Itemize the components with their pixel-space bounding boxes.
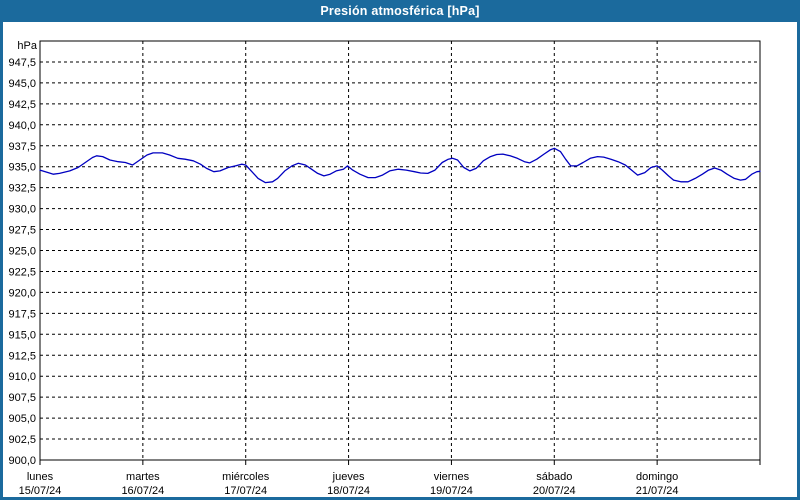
y-tick-label: 932,5	[8, 183, 36, 195]
y-tick-label: 905,0	[8, 413, 36, 425]
x-day-label: sábado	[536, 471, 572, 483]
y-tick-label: 907,5	[8, 392, 36, 404]
x-day-label: lunes	[27, 471, 54, 483]
y-tick-label: 920,0	[8, 287, 36, 299]
x-date-label: 16/07/24	[121, 485, 164, 497]
plot-border	[39, 40, 761, 461]
y-tick-label: 940,0	[8, 120, 36, 132]
pressure-plot-svg: 947,5 945,0 942,5 940,0 937,5 935,0 932,5 930,0…	[8, 40, 761, 497]
x-date-label: 17/07/24	[224, 485, 267, 497]
y-tick-label: 902,5	[8, 434, 36, 446]
x-date-label: 15/07/24	[19, 485, 62, 497]
window-title-bar: Presión atmosférica [hPa]	[0, 0, 800, 22]
y-tick-label: 912,5	[8, 350, 36, 362]
pressure-curve	[39, 147, 761, 184]
x-date-label: 18/07/24	[327, 485, 370, 497]
x-day-label: martes	[126, 471, 160, 483]
y-tick-label: 915,0	[8, 329, 36, 341]
y-tick-label: 922,5	[8, 266, 36, 278]
y-axis-unit-label: hPa	[17, 40, 37, 52]
pressure-chart: hPa 947,5 945,0 942,5 940,0 937,5 935,0 932,5 9…	[3, 22, 797, 497]
y-tick-label: 917,5	[8, 308, 36, 320]
y-tick-label: 930,0	[8, 204, 36, 216]
x-date-label: 20/07/24	[533, 485, 576, 497]
x-day-label: miércoles	[222, 471, 270, 483]
y-tick-label: 942,5	[8, 99, 36, 111]
x-day-label: viernes	[434, 471, 470, 483]
page-title: Presión atmosférica [hPa]	[320, 4, 480, 18]
y-tick-label: 925,0	[8, 246, 36, 258]
x-day-label: domingo	[636, 471, 678, 483]
y-tick-label: 947,5	[8, 57, 36, 69]
y-tick-label: 945,0	[8, 78, 36, 90]
y-tick-label: 937,5	[8, 141, 36, 153]
y-tick-label: 927,5	[8, 225, 36, 237]
x-day-label: jueves	[332, 471, 365, 483]
y-tick-label: 910,0	[8, 371, 36, 383]
x-date-label: 21/07/24	[636, 485, 679, 497]
y-tick-label: 935,0	[8, 162, 36, 174]
x-date-label: 19/07/24	[430, 485, 473, 497]
y-tick-label: 900,0	[8, 455, 36, 467]
